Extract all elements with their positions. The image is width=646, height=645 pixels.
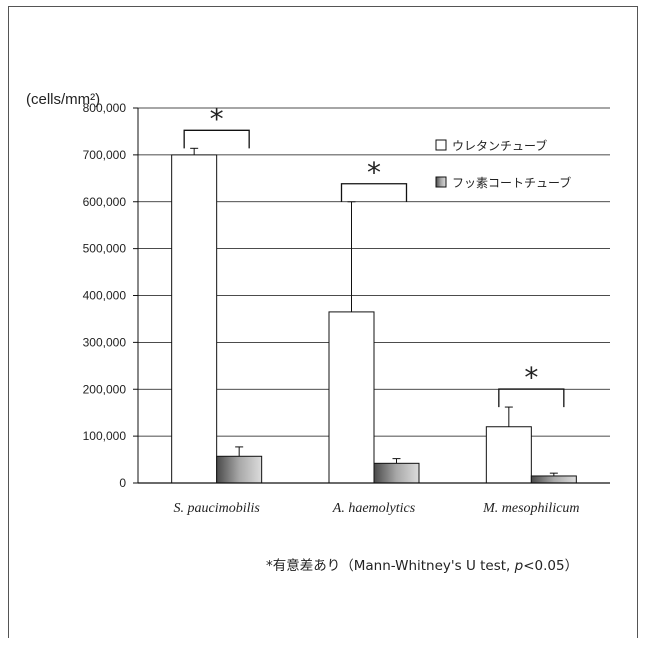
- bar-urethane: [485, 426, 532, 484]
- legend: ウレタンチューブ フッ素コートチューブ: [435, 138, 571, 190]
- y-tick-label: 400,000: [83, 289, 127, 303]
- bar-urethane: [171, 154, 218, 484]
- significance-bracket: [183, 129, 250, 149]
- significance-star: *: [524, 361, 538, 394]
- y-tick-label: 300,000: [83, 335, 127, 349]
- significance-bracket: [498, 388, 565, 408]
- legend-label-urethane: ウレタンチューブ: [452, 138, 547, 153]
- axes: [133, 107, 610, 484]
- y-tick-labels: 0 100,000 200,000 300,000 400,000 500,000 600,…: [83, 101, 127, 490]
- bar-fluoro: [216, 455, 263, 484]
- significance-bracket: [340, 183, 408, 202]
- y-tick-label: 0: [119, 476, 126, 490]
- footnote-prefix: *有意差あり（Mann-Whitney's U test,: [266, 557, 515, 574]
- x-category-label: A. haemolytics: [332, 501, 416, 516]
- x-category-labels: S. paucimobilis A. haemolytics M. mesophil…: [173, 501, 579, 516]
- bars: [171, 147, 577, 484]
- legend-label-fluoro: フッ素コートチューブ: [452, 175, 571, 190]
- figure-frame: [8, 6, 638, 638]
- legend-swatch-fluoro: [435, 176, 447, 188]
- x-category-label: M. mesophilicum: [482, 501, 579, 516]
- y-tick-label: 800,000: [83, 101, 127, 115]
- y-tick-label: 200,000: [83, 382, 127, 396]
- bar-fluoro: [373, 462, 420, 484]
- significance-brackets: * * *: [183, 102, 565, 408]
- footnote-p: p: [514, 558, 524, 574]
- bar-fluoro: [530, 475, 577, 484]
- significance-star: *: [210, 102, 224, 135]
- footnote-suffix: <0.05）: [523, 558, 578, 574]
- y-tick-label: 600,000: [83, 195, 127, 209]
- significance-star: *: [367, 156, 381, 189]
- footnote: *有意差あり（Mann-Whitney's U test, p<0.05）: [266, 557, 578, 574]
- y-tick-label: 700,000: [83, 148, 127, 162]
- y-unit-label: (cells/mm²): [26, 91, 100, 108]
- y-tick-label: 500,000: [83, 242, 127, 256]
- legend-swatch-urethane: [435, 139, 447, 151]
- bar-urethane: [328, 311, 375, 484]
- x-category-label: S. paucimobilis: [173, 501, 260, 516]
- y-tick-label: 100,000: [83, 429, 127, 443]
